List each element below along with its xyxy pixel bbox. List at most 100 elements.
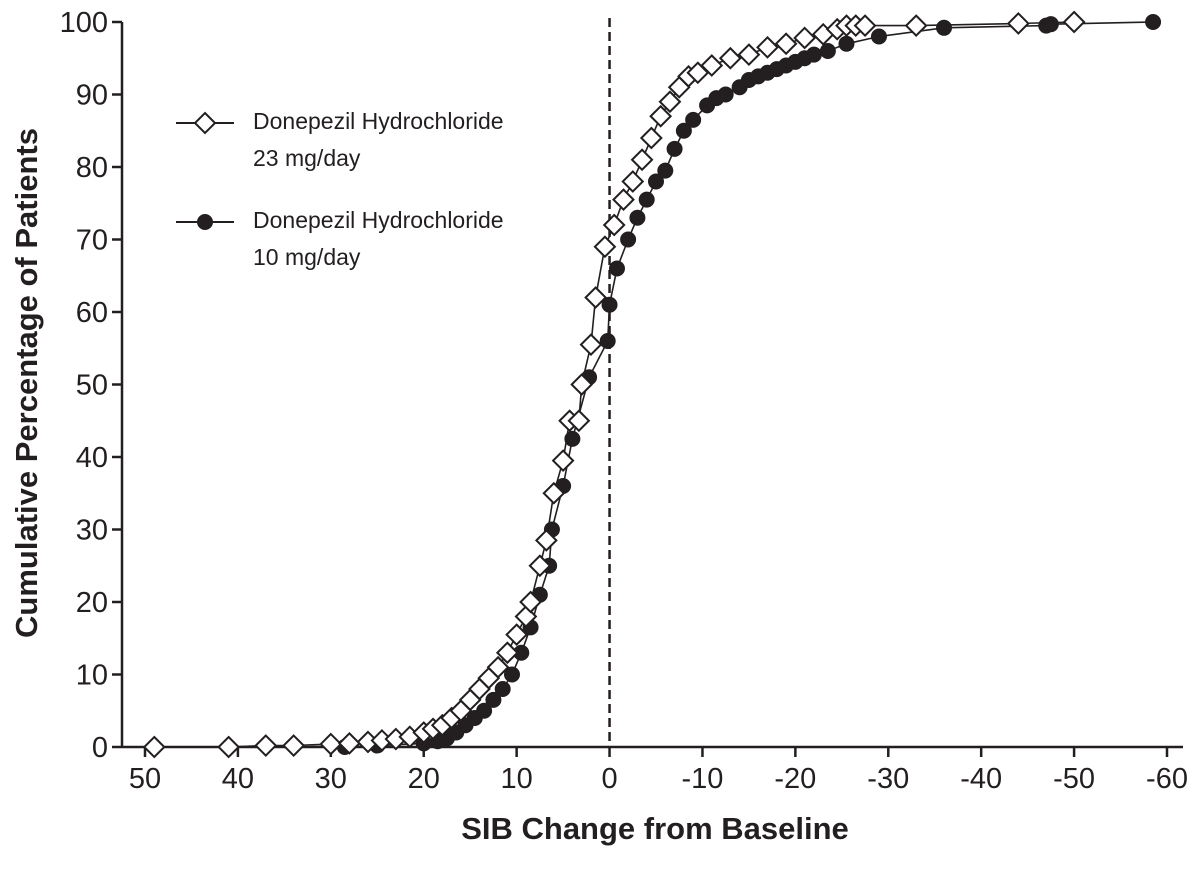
data-point-diamond xyxy=(602,213,626,237)
data-point-diamond xyxy=(584,286,608,309)
y-tick-label: 90 xyxy=(76,80,108,112)
data-point-circle xyxy=(936,19,953,36)
data-point-diamond xyxy=(337,731,361,755)
y-tick-label: 100 xyxy=(60,7,108,39)
legend-label: Donepezil Hydrochloride xyxy=(253,108,504,134)
data-point-diamond xyxy=(495,641,519,665)
y-tick-label: 30 xyxy=(76,515,108,547)
data-point-circle xyxy=(675,122,692,139)
data-point-circle xyxy=(608,260,625,277)
data-point-circle xyxy=(564,430,581,447)
y-tick-label: 40 xyxy=(76,442,108,474)
data-point-circle xyxy=(1042,16,1059,33)
data-point-diamond xyxy=(217,735,241,759)
x-tick-label: 50 xyxy=(129,763,161,795)
data-point-circle xyxy=(685,111,702,128)
data-point-circle xyxy=(666,140,683,157)
data-point-diamond xyxy=(1062,10,1086,34)
legend-item: Donepezil Hydrochloride 23 mg/day xyxy=(176,108,504,171)
data-point-circle xyxy=(717,86,734,103)
series-23mg xyxy=(142,10,1086,759)
legend-circle-marker xyxy=(197,214,213,230)
data-point-diamond xyxy=(853,14,877,38)
legend-item: Donepezil Hydrochloride 10 mg/day xyxy=(176,207,504,270)
data-point-diamond xyxy=(505,623,529,647)
series-10mg xyxy=(336,14,1162,755)
data-point-diamond xyxy=(282,734,306,757)
data-point-circle xyxy=(503,666,520,683)
data-point-diamond xyxy=(737,43,761,67)
data-point-diamond xyxy=(579,333,603,357)
data-point-diamond xyxy=(639,126,663,150)
data-point-circle xyxy=(819,43,836,59)
x-tick-label: 30 xyxy=(315,763,347,795)
y-axis-title: Cumulative Percentage of Patients xyxy=(9,128,44,638)
x-tick-label: -10 xyxy=(681,763,723,795)
y-ticks: 0 10 20 30 40 50 60 70 80 90 100 xyxy=(60,7,122,764)
data-point-diamond xyxy=(567,409,591,433)
data-point-circle xyxy=(805,46,822,63)
data-point-diamond xyxy=(774,32,798,56)
data-point-diamond xyxy=(254,734,278,757)
data-point-diamond xyxy=(718,46,742,70)
data-point-diamond xyxy=(630,148,654,172)
x-tick-label: -30 xyxy=(867,763,909,795)
x-ticks: 50 40 30 20 10 0 -10 -20 -30 -40 -50 -60 xyxy=(129,747,1188,795)
data-point-circle xyxy=(1145,14,1162,30)
data-point-diamond xyxy=(756,35,779,59)
legend-label: Donepezil Hydrochloride xyxy=(253,207,504,233)
data-point-diamond xyxy=(904,14,928,38)
data-point-circle xyxy=(494,681,511,697)
data-point-diamond xyxy=(519,590,542,614)
data-point-diamond xyxy=(486,655,510,679)
x-axis-title: SIB Change from Baseline xyxy=(461,811,849,846)
x-tick-label: 40 xyxy=(222,763,254,795)
legend-diamond-marker xyxy=(193,111,217,135)
y-tick-label: 0 xyxy=(92,732,108,764)
data-point-diamond xyxy=(1006,12,1030,35)
y-tick-label: 50 xyxy=(76,370,108,402)
x-tick-label: -40 xyxy=(960,763,1002,795)
data-point-circle xyxy=(638,191,655,208)
data-point-circle xyxy=(599,333,616,349)
x-tick-label: -60 xyxy=(1146,763,1188,795)
data-point-diamond xyxy=(319,732,343,756)
series-layer xyxy=(142,10,1162,759)
data-point-circle xyxy=(476,702,493,719)
data-point-diamond xyxy=(534,528,558,552)
data-point-diamond xyxy=(551,449,575,473)
legend-label: 23 mg/day xyxy=(253,145,361,171)
data-point-diamond xyxy=(793,26,817,50)
x-tick-label: 10 xyxy=(501,763,533,795)
data-point-circle xyxy=(629,209,646,226)
data-point-diamond xyxy=(649,104,673,128)
y-tick-label: 70 xyxy=(76,225,108,257)
data-point-diamond xyxy=(700,54,724,77)
data-point-diamond xyxy=(658,90,682,114)
x-tick-label: 0 xyxy=(601,763,617,795)
y-tick-label: 60 xyxy=(76,297,108,329)
x-tick-label: -20 xyxy=(774,763,816,795)
data-point-circle xyxy=(838,35,855,52)
data-point-diamond xyxy=(142,735,166,759)
data-point-circle xyxy=(620,231,637,248)
data-point-circle xyxy=(648,173,664,190)
data-point-circle xyxy=(657,162,674,179)
data-point-diamond xyxy=(528,554,552,578)
x-tick-label: 20 xyxy=(408,763,440,795)
y-tick-label: 80 xyxy=(76,152,108,184)
y-tick-label: 10 xyxy=(76,660,108,692)
legend-label: 10 mg/day xyxy=(253,244,361,270)
x-tick-label: -50 xyxy=(1053,763,1095,795)
data-point-diamond xyxy=(542,481,566,505)
data-point-diamond xyxy=(570,373,594,396)
data-point-diamond xyxy=(621,170,645,193)
data-point-circle xyxy=(485,691,502,708)
y-tick-label: 20 xyxy=(76,587,108,619)
data-point-diamond xyxy=(593,235,617,259)
data-point-circle xyxy=(870,28,887,45)
data-point-diamond xyxy=(612,188,635,212)
